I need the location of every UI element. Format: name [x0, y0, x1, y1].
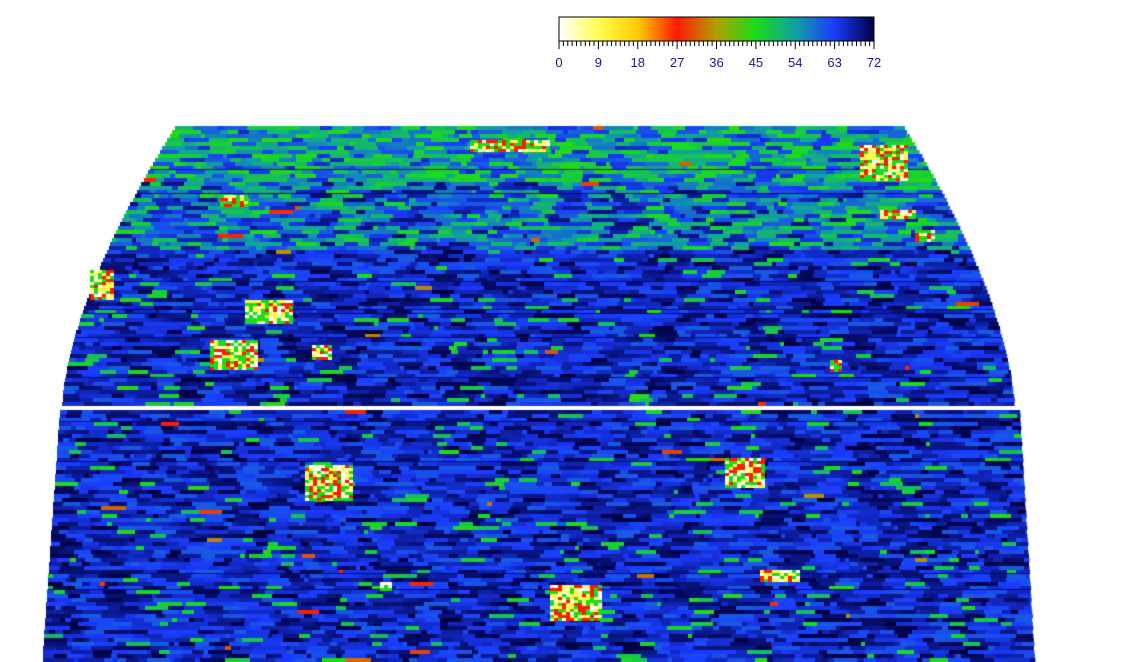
heatmap-canvas — [0, 0, 1126, 662]
